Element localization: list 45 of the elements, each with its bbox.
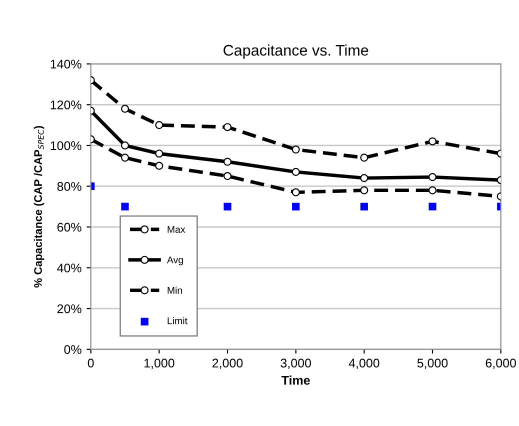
point bbox=[292, 146, 300, 154]
y-tick-label: 80% bbox=[57, 182, 82, 191]
x-tick-label: 6,000 bbox=[486, 358, 516, 370]
point bbox=[360, 186, 368, 194]
x-tick-label: 4,000 bbox=[348, 358, 380, 370]
point bbox=[120, 141, 130, 150]
y-tick-label: 140% bbox=[50, 60, 82, 69]
legend-label: Min bbox=[168, 286, 182, 294]
y-tick-label: 100% bbox=[50, 141, 82, 150]
legend-label: Limit bbox=[168, 317, 188, 324]
point bbox=[292, 188, 300, 196]
legend-label: Max bbox=[168, 226, 186, 233]
x-tick-label: 3,000 bbox=[280, 358, 311, 370]
point bbox=[223, 123, 232, 132]
y-axis-title: % Capacitance (CAP /CAP$_{SPEC}$) bbox=[34, 126, 44, 288]
point bbox=[224, 202, 232, 210]
y-tick-label: 120% bbox=[50, 100, 82, 110]
x-tick-label: 1,000 bbox=[144, 358, 174, 370]
point bbox=[121, 202, 129, 210]
point bbox=[360, 154, 368, 162]
point bbox=[360, 202, 368, 210]
point bbox=[292, 168, 300, 176]
x-tick-label: 2,000 bbox=[212, 358, 243, 370]
x-tick-label: 5,000 bbox=[417, 358, 448, 370]
point bbox=[120, 104, 130, 113]
chart-title: Capacitance vs. Time bbox=[224, 44, 368, 59]
point bbox=[292, 202, 300, 210]
x-axis-title: Time bbox=[281, 376, 310, 385]
y-tick-label: 40% bbox=[57, 264, 82, 272]
x-tick-label: 0 bbox=[88, 358, 94, 368]
point bbox=[155, 150, 164, 158]
point bbox=[155, 162, 164, 170]
point bbox=[120, 154, 130, 162]
point bbox=[428, 137, 437, 146]
y-tick-label: 0% bbox=[64, 345, 82, 354]
point bbox=[428, 202, 436, 210]
point bbox=[428, 186, 437, 194]
point bbox=[428, 173, 437, 182]
point bbox=[223, 172, 232, 180]
point bbox=[360, 174, 368, 182]
y-tick-label: 60% bbox=[57, 222, 82, 232]
legend-label: Avg bbox=[166, 256, 183, 266]
point bbox=[223, 158, 232, 166]
point bbox=[155, 121, 164, 130]
y-tick-label: 20% bbox=[57, 304, 82, 314]
